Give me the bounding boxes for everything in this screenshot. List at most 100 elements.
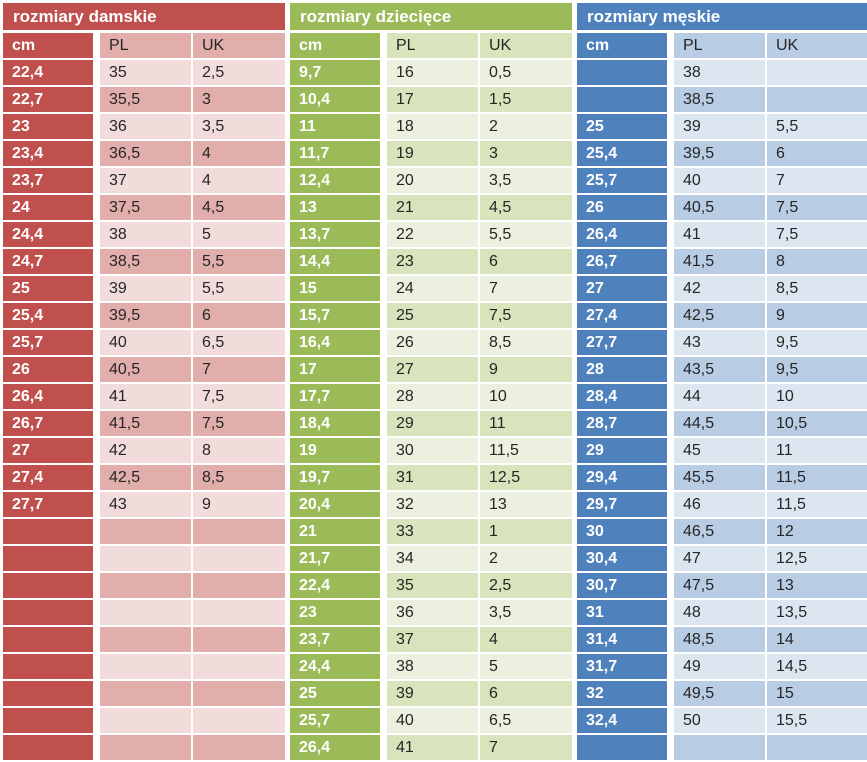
pl-cell: 34 bbox=[387, 546, 478, 571]
uk-cell: 9 bbox=[193, 492, 285, 517]
pl-cell: 24 bbox=[387, 276, 478, 301]
pl-cell: 19 bbox=[387, 141, 478, 166]
uk-cell: 2,5 bbox=[480, 573, 572, 598]
pl-cell: 38,5 bbox=[674, 87, 765, 112]
pl-cell bbox=[100, 600, 191, 625]
cm-cell: 24,4 bbox=[3, 222, 93, 247]
pl-cell: 35 bbox=[100, 60, 191, 85]
pl-cell: 43 bbox=[100, 492, 191, 517]
pl-cell: 41 bbox=[387, 735, 478, 760]
cm-cell: 12,4 bbox=[290, 168, 380, 193]
cm-cell: 25,4 bbox=[3, 303, 93, 328]
table-row: 27,4 42,5 8,5 bbox=[3, 465, 285, 490]
table-row: 26,7 41,5 8 bbox=[577, 249, 867, 274]
uk-cell: 7 bbox=[480, 735, 572, 760]
uk-cell bbox=[193, 681, 285, 706]
uk-cell: 12,5 bbox=[480, 465, 572, 490]
table-row: 25,7 40 6,5 bbox=[3, 330, 285, 355]
uk-cell: 11 bbox=[767, 438, 867, 463]
table-row: 32 49,5 15 bbox=[577, 681, 867, 706]
table-title-womens: rozmiary damskie bbox=[3, 3, 285, 30]
cm-cell: 23,4 bbox=[3, 141, 93, 166]
table-title-childrens: rozmiary dziecięce bbox=[290, 3, 572, 30]
table-row: 23,4 36,5 4 bbox=[3, 141, 285, 166]
cm-cell: 29 bbox=[577, 438, 667, 463]
cm-cell bbox=[577, 735, 667, 760]
pl-cell: 40,5 bbox=[100, 357, 191, 382]
cm-cell: 25,7 bbox=[290, 708, 380, 733]
pl-cell: 31 bbox=[387, 465, 478, 490]
cm-cell: 19,7 bbox=[290, 465, 380, 490]
pl-cell bbox=[100, 708, 191, 733]
table-row: 24,7 38,5 5,5 bbox=[3, 249, 285, 274]
uk-cell: 6 bbox=[480, 249, 572, 274]
cm-cell: 13 bbox=[290, 195, 380, 220]
uk-cell bbox=[193, 546, 285, 571]
pl-cell: 37 bbox=[387, 627, 478, 652]
table-row bbox=[3, 735, 285, 760]
cm-cell: 26 bbox=[3, 357, 93, 382]
cm-cell: 27,7 bbox=[3, 492, 93, 517]
table-row: 30,4 47 12,5 bbox=[577, 546, 867, 571]
pl-cell: 39,5 bbox=[674, 141, 765, 166]
uk-cell: 7 bbox=[193, 357, 285, 382]
table-row: 30,7 47,5 13 bbox=[577, 573, 867, 598]
pl-cell: 42,5 bbox=[100, 465, 191, 490]
cm-cell: 27,4 bbox=[3, 465, 93, 490]
column-header-cm: cm bbox=[3, 33, 93, 58]
cm-cell: 32 bbox=[577, 681, 667, 706]
uk-cell: 1,5 bbox=[480, 87, 572, 112]
cm-cell: 26,4 bbox=[3, 384, 93, 409]
pl-cell: 40 bbox=[674, 168, 765, 193]
table-row: 15 24 7 bbox=[290, 276, 572, 301]
cm-cell: 23,7 bbox=[3, 168, 93, 193]
uk-cell: 14 bbox=[767, 627, 867, 652]
uk-cell: 3,5 bbox=[480, 168, 572, 193]
pl-cell: 38 bbox=[674, 60, 765, 85]
uk-cell bbox=[767, 735, 867, 760]
pl-cell: 30 bbox=[387, 438, 478, 463]
uk-cell: 5 bbox=[193, 222, 285, 247]
cm-cell: 17,7 bbox=[290, 384, 380, 409]
uk-cell: 7 bbox=[480, 276, 572, 301]
pl-cell: 17 bbox=[387, 87, 478, 112]
uk-cell: 8 bbox=[767, 249, 867, 274]
table-row: 31,7 49 14,5 bbox=[577, 654, 867, 679]
table-row: 9,7 16 0,5 bbox=[290, 60, 572, 85]
table-header-row: cm PL UK bbox=[3, 33, 285, 58]
cm-cell: 31 bbox=[577, 600, 667, 625]
pl-cell: 20 bbox=[387, 168, 478, 193]
uk-cell: 5,5 bbox=[480, 222, 572, 247]
uk-cell: 9,5 bbox=[767, 330, 867, 355]
table-row bbox=[3, 600, 285, 625]
pl-cell: 32 bbox=[387, 492, 478, 517]
table-row: 23 36 3,5 bbox=[290, 600, 572, 625]
uk-cell: 0,5 bbox=[480, 60, 572, 85]
table-row: 17 27 9 bbox=[290, 357, 572, 382]
cm-cell: 25,7 bbox=[3, 330, 93, 355]
uk-cell bbox=[193, 573, 285, 598]
cm-cell: 25,7 bbox=[577, 168, 667, 193]
pl-cell bbox=[100, 627, 191, 652]
pl-cell: 44 bbox=[674, 384, 765, 409]
uk-cell bbox=[193, 654, 285, 679]
uk-cell: 4 bbox=[193, 141, 285, 166]
table-row: 13,7 22 5,5 bbox=[290, 222, 572, 247]
pl-cell: 41,5 bbox=[674, 249, 765, 274]
table-row: 24 37,5 4,5 bbox=[3, 195, 285, 220]
table-row bbox=[3, 573, 285, 598]
pl-cell bbox=[100, 735, 191, 760]
pl-cell: 38 bbox=[387, 654, 478, 679]
uk-cell: 5 bbox=[480, 654, 572, 679]
pl-cell: 43 bbox=[674, 330, 765, 355]
cm-cell: 30 bbox=[577, 519, 667, 544]
table-row bbox=[3, 519, 285, 544]
pl-cell: 39,5 bbox=[100, 303, 191, 328]
table-row: 15,7 25 7,5 bbox=[290, 303, 572, 328]
table-row: 27,4 42,5 9 bbox=[577, 303, 867, 328]
cm-cell: 24,4 bbox=[290, 654, 380, 679]
pl-cell: 40,5 bbox=[674, 195, 765, 220]
uk-cell: 8,5 bbox=[767, 276, 867, 301]
table-row: 14,4 23 6 bbox=[290, 249, 572, 274]
cm-cell: 11,7 bbox=[290, 141, 380, 166]
